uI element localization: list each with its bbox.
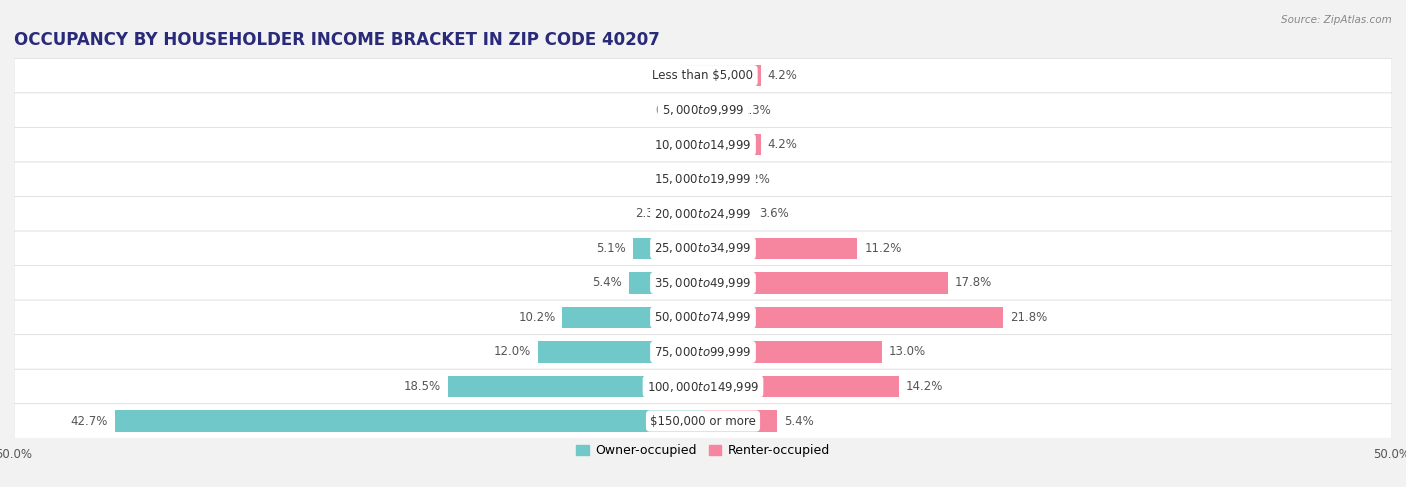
Text: 2.2%: 2.2% <box>740 173 770 186</box>
Text: 5.1%: 5.1% <box>596 242 626 255</box>
Text: 21.8%: 21.8% <box>1011 311 1047 324</box>
Text: $35,000 to $49,999: $35,000 to $49,999 <box>654 276 752 290</box>
Text: $75,000 to $99,999: $75,000 to $99,999 <box>654 345 752 359</box>
Bar <box>699 99 703 121</box>
Text: 12.0%: 12.0% <box>494 345 531 358</box>
Text: 3.6%: 3.6% <box>759 207 789 220</box>
Bar <box>703 203 752 225</box>
Text: 13.0%: 13.0% <box>889 345 927 358</box>
Text: 0.27%: 0.27% <box>655 104 692 117</box>
Text: 17.8%: 17.8% <box>955 277 993 289</box>
Text: 5.4%: 5.4% <box>785 414 814 428</box>
FancyBboxPatch shape <box>14 335 1392 369</box>
Bar <box>703 307 1004 328</box>
Bar <box>562 307 703 328</box>
Bar <box>449 376 703 397</box>
FancyBboxPatch shape <box>14 369 1392 404</box>
Text: 11.2%: 11.2% <box>865 242 901 255</box>
Text: 5.4%: 5.4% <box>592 277 621 289</box>
FancyBboxPatch shape <box>14 231 1392 265</box>
Legend: Owner-occupied, Renter-occupied: Owner-occupied, Renter-occupied <box>571 439 835 463</box>
FancyBboxPatch shape <box>14 404 1392 438</box>
FancyBboxPatch shape <box>14 162 1392 197</box>
FancyBboxPatch shape <box>14 300 1392 335</box>
Bar <box>671 203 703 225</box>
Bar <box>115 411 703 432</box>
Text: 1.2%: 1.2% <box>650 138 679 151</box>
Text: $15,000 to $19,999: $15,000 to $19,999 <box>654 172 752 187</box>
Text: 2.3%: 2.3% <box>634 207 665 220</box>
FancyBboxPatch shape <box>14 128 1392 162</box>
Text: $10,000 to $14,999: $10,000 to $14,999 <box>654 138 752 152</box>
Bar <box>703 65 761 86</box>
Text: 1.1%: 1.1% <box>651 69 681 82</box>
Text: 10.2%: 10.2% <box>519 311 555 324</box>
Text: 42.7%: 42.7% <box>70 414 108 428</box>
FancyBboxPatch shape <box>14 265 1392 300</box>
Bar <box>686 169 703 190</box>
Text: $25,000 to $34,999: $25,000 to $34,999 <box>654 242 752 255</box>
Text: $150,000 or more: $150,000 or more <box>650 414 756 428</box>
Text: 14.2%: 14.2% <box>905 380 943 393</box>
Bar <box>633 238 703 259</box>
Text: Source: ZipAtlas.com: Source: ZipAtlas.com <box>1281 15 1392 25</box>
Bar <box>686 134 703 155</box>
Bar <box>703 238 858 259</box>
Bar <box>628 272 703 294</box>
Text: $5,000 to $9,999: $5,000 to $9,999 <box>662 103 744 117</box>
Bar <box>703 272 948 294</box>
Bar <box>703 341 882 363</box>
FancyBboxPatch shape <box>14 93 1392 128</box>
Bar <box>703 134 761 155</box>
Text: OCCUPANCY BY HOUSEHOLDER INCOME BRACKET IN ZIP CODE 40207: OCCUPANCY BY HOUSEHOLDER INCOME BRACKET … <box>14 31 659 49</box>
FancyBboxPatch shape <box>14 197 1392 231</box>
Bar <box>703 376 898 397</box>
Bar <box>537 341 703 363</box>
Bar <box>703 99 735 121</box>
Text: 1.2%: 1.2% <box>650 173 679 186</box>
Text: Less than $5,000: Less than $5,000 <box>652 69 754 82</box>
Text: 4.2%: 4.2% <box>768 69 797 82</box>
Bar <box>688 65 703 86</box>
Text: 4.2%: 4.2% <box>768 138 797 151</box>
Bar <box>703 169 734 190</box>
FancyBboxPatch shape <box>14 58 1392 93</box>
Text: 2.3%: 2.3% <box>741 104 772 117</box>
Text: 18.5%: 18.5% <box>404 380 441 393</box>
Text: $50,000 to $74,999: $50,000 to $74,999 <box>654 310 752 324</box>
Bar <box>703 411 778 432</box>
Text: $100,000 to $149,999: $100,000 to $149,999 <box>647 379 759 393</box>
Text: $20,000 to $24,999: $20,000 to $24,999 <box>654 207 752 221</box>
